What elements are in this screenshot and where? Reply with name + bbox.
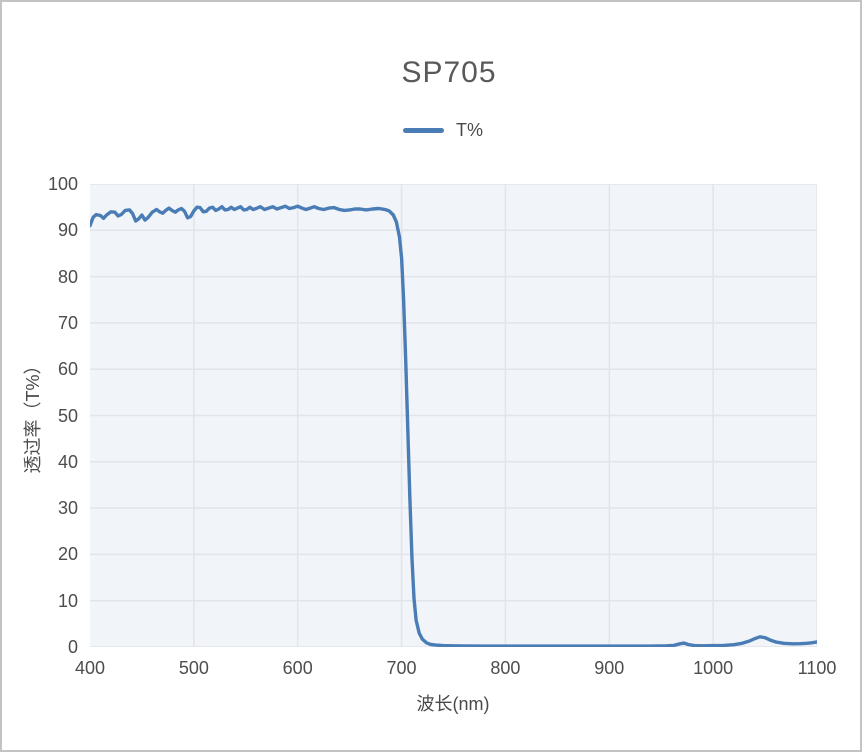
plot-svg	[90, 184, 817, 647]
x-tick-label: 400	[74, 658, 106, 678]
transmission-curve	[90, 204, 817, 647]
legend[interactable]: T%	[403, 120, 483, 141]
y-tick-label: 20	[57, 544, 78, 565]
y-tick-label: 10	[57, 590, 78, 611]
x-axis-title: 波长(nm)	[416, 694, 490, 714]
x-tick-label: 600	[282, 658, 313, 678]
y-tick-label: 30	[57, 498, 78, 519]
y-tick-label: 40	[57, 451, 78, 472]
y-tick-label: 80	[57, 266, 78, 287]
chart-title: SP705	[401, 56, 497, 89]
legend-series-label: T%	[456, 120, 483, 140]
y-tick-label: 70	[57, 312, 78, 333]
plot-area	[90, 184, 817, 647]
x-tick-label: 500	[178, 658, 209, 678]
y-tick-label: 60	[57, 359, 78, 380]
x-tick-label: 800	[490, 658, 521, 678]
x-tick-label: 1000	[693, 658, 734, 678]
x-tick-label: 700	[386, 658, 417, 678]
y-tick-label: 100	[47, 174, 78, 194]
y-tick-label: 50	[57, 405, 78, 426]
y-tick-label: 0	[67, 637, 78, 657]
x-tick-label: 900	[594, 658, 625, 678]
y-tick-label: 90	[57, 220, 78, 241]
y-axis-title: 透过率（T%）	[23, 356, 43, 474]
legend-line-marker	[403, 128, 444, 133]
x-tick-label: 1100	[797, 658, 837, 678]
